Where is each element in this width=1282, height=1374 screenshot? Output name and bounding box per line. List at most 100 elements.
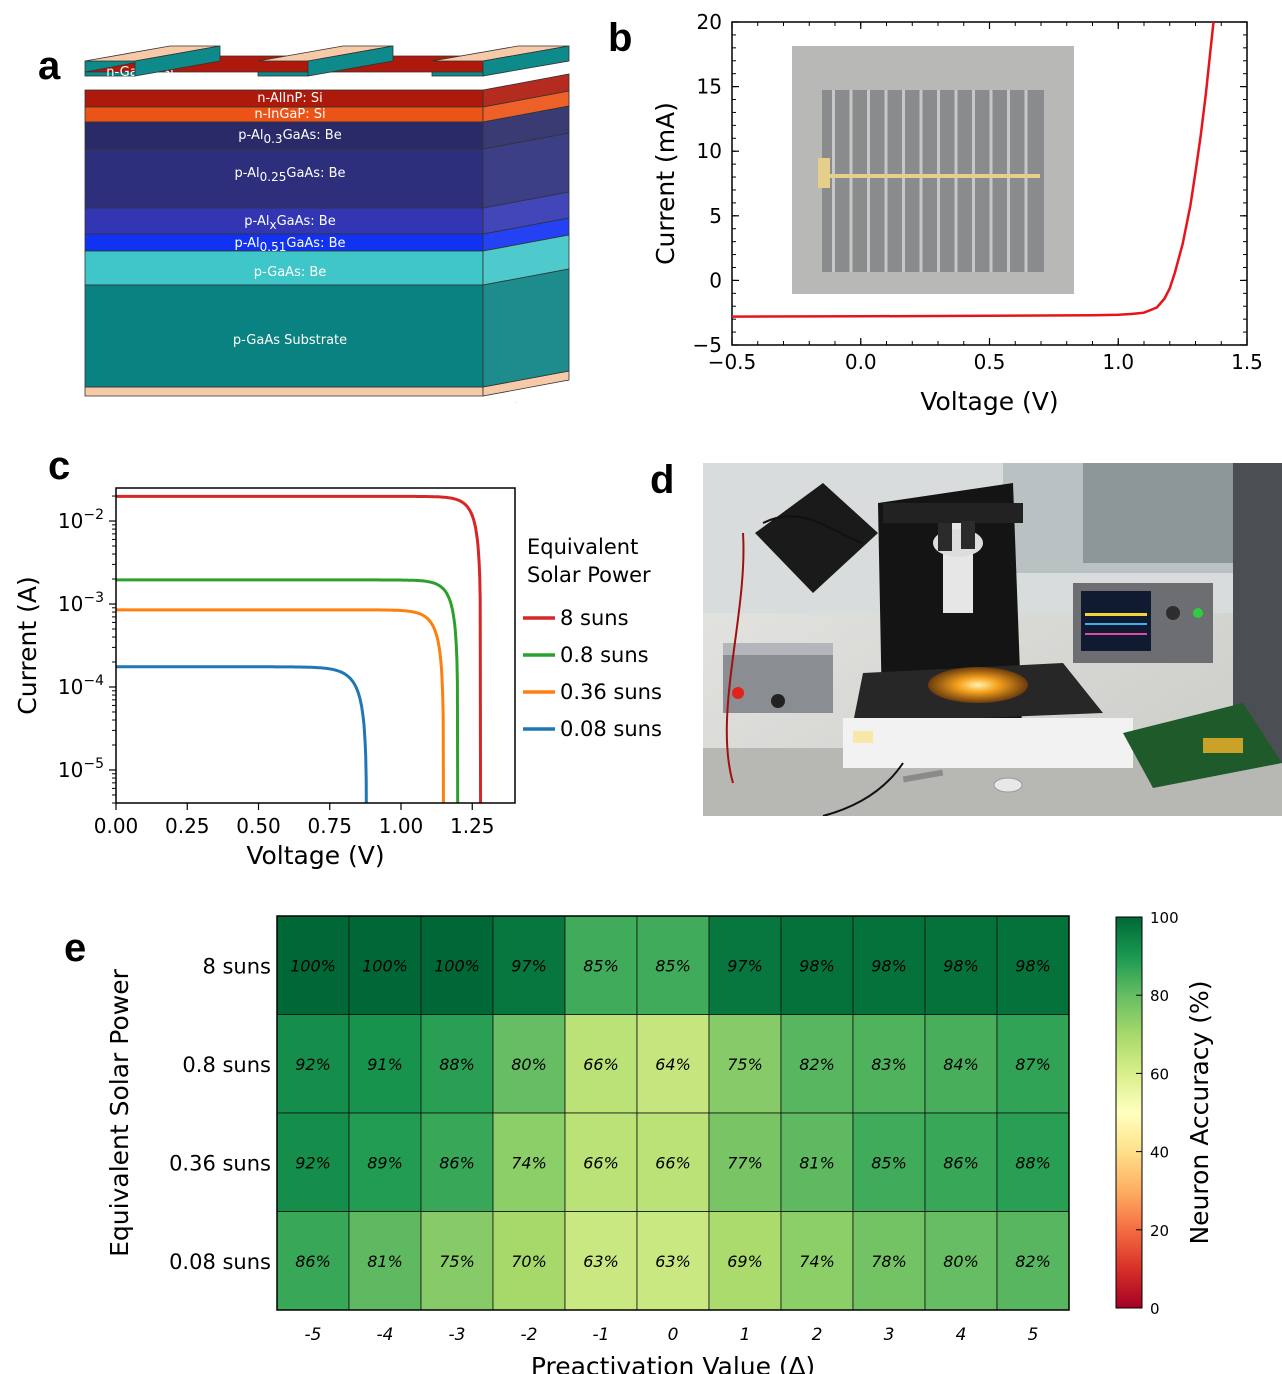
ytick-b-5: 20 [697,10,722,34]
ytick-b-4: 15 [697,75,722,99]
heatmap-xlabel: Preactivation Value (∆) [531,1352,815,1374]
heatmap-cell-label-1-4: 66% [583,1055,619,1074]
legend-title-line-2: Solar Power [527,563,651,587]
heatmap-cell-label-3-3: 70% [511,1252,547,1271]
heatmap-xtick-4: -1 [593,1325,610,1345]
heatmap-cell-0-5 [636,915,710,1015]
ytick-b-1: 0 [709,268,722,292]
heatmap-cell-1-0 [276,1014,350,1114]
heatmap-cell-label-0-8: 98% [871,956,907,975]
heatmap-xtick-5: 0 [668,1325,679,1345]
heatmap-cell-0-4 [564,915,638,1015]
xtick-b-4: 1.5 [1231,350,1263,374]
heatmap-xtick-0: -5 [305,1325,322,1345]
layer-label-5: p-AlxGaAs: Be [244,214,335,232]
ytick-c-1: 10−3 [58,590,104,616]
heatmap-cell-0-3 [492,915,566,1015]
probe-station-photo [703,463,1282,816]
xtick-b-3: 1.0 [1102,350,1134,374]
legend-label-3: 0.08 suns [560,717,662,741]
heatmap-cell-1-6 [708,1014,782,1114]
heatmap-cell-label-3-0: 86% [295,1252,331,1271]
heatmap-cell-label-0-4: 85% [583,956,619,975]
heatmap-cell-label-2-9: 86% [943,1153,979,1172]
heatmap-ytick-0: 8 suns [202,954,271,978]
heatmap-ytick-3: 0.08 suns [169,1250,271,1274]
legend-label-1: 0.8 suns [560,643,649,667]
ytick-b-0: −5 [693,333,722,357]
heatmap-cell-label-3-10: 82% [1015,1252,1051,1271]
layer-label-4: p-Al0.25GaAs: Be [234,166,345,184]
ylabel-b: Current (mA) [651,102,680,265]
heatmap-cell-3-9 [924,1211,998,1311]
heatmap-cell-label-3-5: 63% [655,1252,691,1271]
panel-c-letter: c [48,444,71,488]
heatmap-cell-1-2 [420,1014,494,1114]
chart-e: 100% 100% 100% 97% 85% 85% 97% 98% 98% 98% 98% 92% 9… [105,909,1214,1374]
ytick-c-3: 10−5 [58,756,104,782]
series-line-b-0 [731,21,1215,318]
heatmap-cell-label-2-0: 92% [295,1153,331,1172]
xlabel-c: Voltage (V) [246,841,384,870]
layer-label-2: n-InGaP: Si [254,107,325,122]
heatmap-cell-0-2 [420,915,494,1015]
heatmap-cell-label-2-5: 66% [655,1153,691,1172]
layer-label-1: n-AlInP: Si [257,91,322,106]
series-line-c-1 [116,578,460,803]
xtick-c-2: 0.50 [236,814,281,838]
colorbar-tick-4: 80 [1150,987,1169,1005]
chart-c: 0.00 0.25 0.50 0.75 1.00 1.25 10−2 10−3 10−4 10−5… [13,487,662,870]
heatmap-cell-label-1-10: 87% [1015,1055,1051,1074]
heatmap-cell-2-4 [564,1112,638,1212]
inset-photo [792,46,1074,294]
heatmap-cell-label-1-5: 64% [655,1055,691,1074]
heatmap-cell-label-1-9: 84% [943,1055,979,1074]
heatmap-cell-label-0-1: 100% [362,956,408,975]
ylabel-c: Current (A) [13,576,42,714]
heatmap-cell-1-9 [924,1014,998,1114]
xlabel-b: Voltage (V) [920,387,1058,416]
heatmap-xtick-9: 4 [956,1325,967,1345]
colorbar [1115,916,1143,1309]
heatmap-cell-label-0-5: 85% [655,956,691,975]
heatmap-xtick-10: 5 [1028,1325,1039,1345]
heatmap-cell-1-1 [348,1014,422,1114]
layer-label-8: p-GaAs Substrate [233,333,347,348]
panel-b-letter: b [608,16,633,60]
heatmap-cell-3-7 [780,1211,854,1311]
layer-4 [84,148,484,209]
heatmap-frame [276,915,1070,1311]
heatmap-cell-3-4 [564,1211,638,1311]
layer-label-6: p-Al0.51GaAs: Be [234,236,345,254]
heatmap-cell-label-1-8: 83% [871,1055,907,1074]
heatmap-ytick-2: 0.36 suns [169,1151,271,1175]
heatmap-cell-3-0 [276,1211,350,1311]
heatmap-cell-label-1-3: 80% [511,1055,547,1074]
heatmap-cell-label-3-2: 75% [439,1252,475,1271]
heatmap-cell-2-7 [780,1112,854,1212]
heatmap-cell-3-3 [492,1211,566,1311]
series-line-c-3 [116,665,368,803]
ytick-b-2: 5 [709,204,722,228]
heatmap-cell-2-2 [420,1112,494,1212]
legend-label-2: 0.36 suns [560,680,662,704]
colorbar-label: Neuron Accuracy (%) [1185,980,1214,1244]
svg-text:.: . [515,399,516,404]
xtick-c-0: 0.00 [94,814,139,838]
xtick-b-1: 0.0 [845,350,877,374]
heatmap-cell-label-0-3: 97% [511,956,547,975]
heatmap-cell-label-1-6: 75% [727,1055,763,1074]
colorbar-tick-3: 60 [1150,1065,1169,1083]
heatmap-ytick-1: 0.8 suns [182,1053,271,1077]
layer-5 [84,207,484,235]
xtick-c-3: 0.75 [307,814,352,838]
layer-stack-diagram: n-GaAs: Sin-AlInP: Sin-InGaP: Sip-Al0.3G… [84,45,570,404]
heatmap-cell-label-3-6: 69% [727,1252,763,1271]
heatmap-cell-3-1 [348,1211,422,1311]
heatmap-xtick-8: 3 [884,1325,895,1345]
layer-8 [84,284,484,388]
heatmap-cell-0-1 [348,915,422,1015]
heatmap-cell-3-6 [708,1211,782,1311]
series-line-c-0 [116,494,483,803]
legend-label-0: 8 suns [560,606,629,630]
